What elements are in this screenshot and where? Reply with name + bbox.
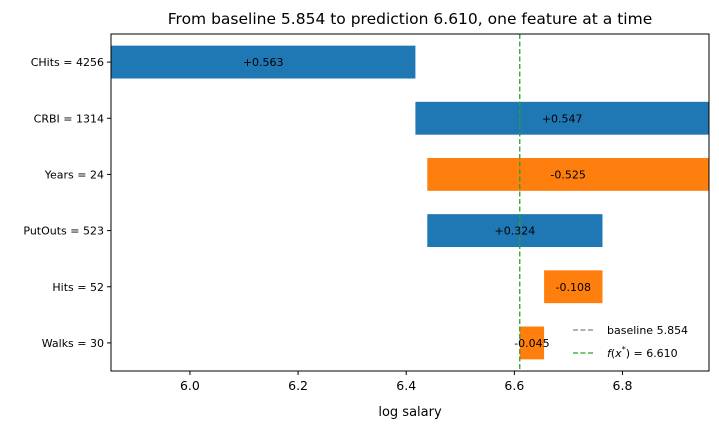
bar-4 — [427, 214, 603, 248]
x-tick-label: 6.8 — [613, 378, 633, 393]
x-tick-label: 6.6 — [504, 378, 524, 393]
bar-value-label: +0.324 — [495, 225, 536, 238]
x-tick-label: 6.2 — [288, 378, 308, 393]
bar-1 — [111, 45, 416, 79]
bar-2 — [415, 101, 709, 135]
bar-value-label: -0.108 — [556, 281, 591, 294]
x-axis-label: log salary — [378, 405, 442, 420]
bar-value-label: +0.563 — [243, 56, 284, 69]
plot-area: +0.563 +0.547 -0.525 +0.324 -0.108 -0.045 CHit… — [23, 33, 710, 393]
bars-group — [111, 45, 709, 360]
y-tick-label: CHits = 4256 — [31, 56, 104, 69]
y-tick-label: Hits = 52 — [52, 281, 104, 294]
y-tick-label: PutOuts = 523 — [23, 225, 104, 238]
plot-frame — [110, 33, 710, 372]
legend-label-baseline: baseline 5.854 — [607, 324, 688, 337]
bar-5 — [544, 270, 603, 304]
x-tick-label: 6.0 — [180, 378, 200, 393]
bar-6 — [519, 326, 545, 360]
bar-value-label: +0.547 — [542, 112, 583, 125]
bar-value-label: -0.525 — [550, 168, 585, 181]
bar-3 — [427, 157, 709, 191]
chart-title: From baseline 5.854 to prediction 6.610,… — [168, 10, 653, 28]
y-tick-label: Years = 24 — [44, 168, 104, 181]
bar-value-label: -0.045 — [514, 337, 549, 350]
legend: baseline 5.854 f(x*) = 6.610 — [573, 324, 688, 360]
x-tick-label: 6.4 — [396, 378, 416, 393]
y-tick-label: Walks = 30 — [42, 337, 104, 350]
y-tick-label: CRBI = 1314 — [34, 112, 104, 125]
legend-label-prediction: f(x*) = 6.610 — [607, 345, 678, 360]
